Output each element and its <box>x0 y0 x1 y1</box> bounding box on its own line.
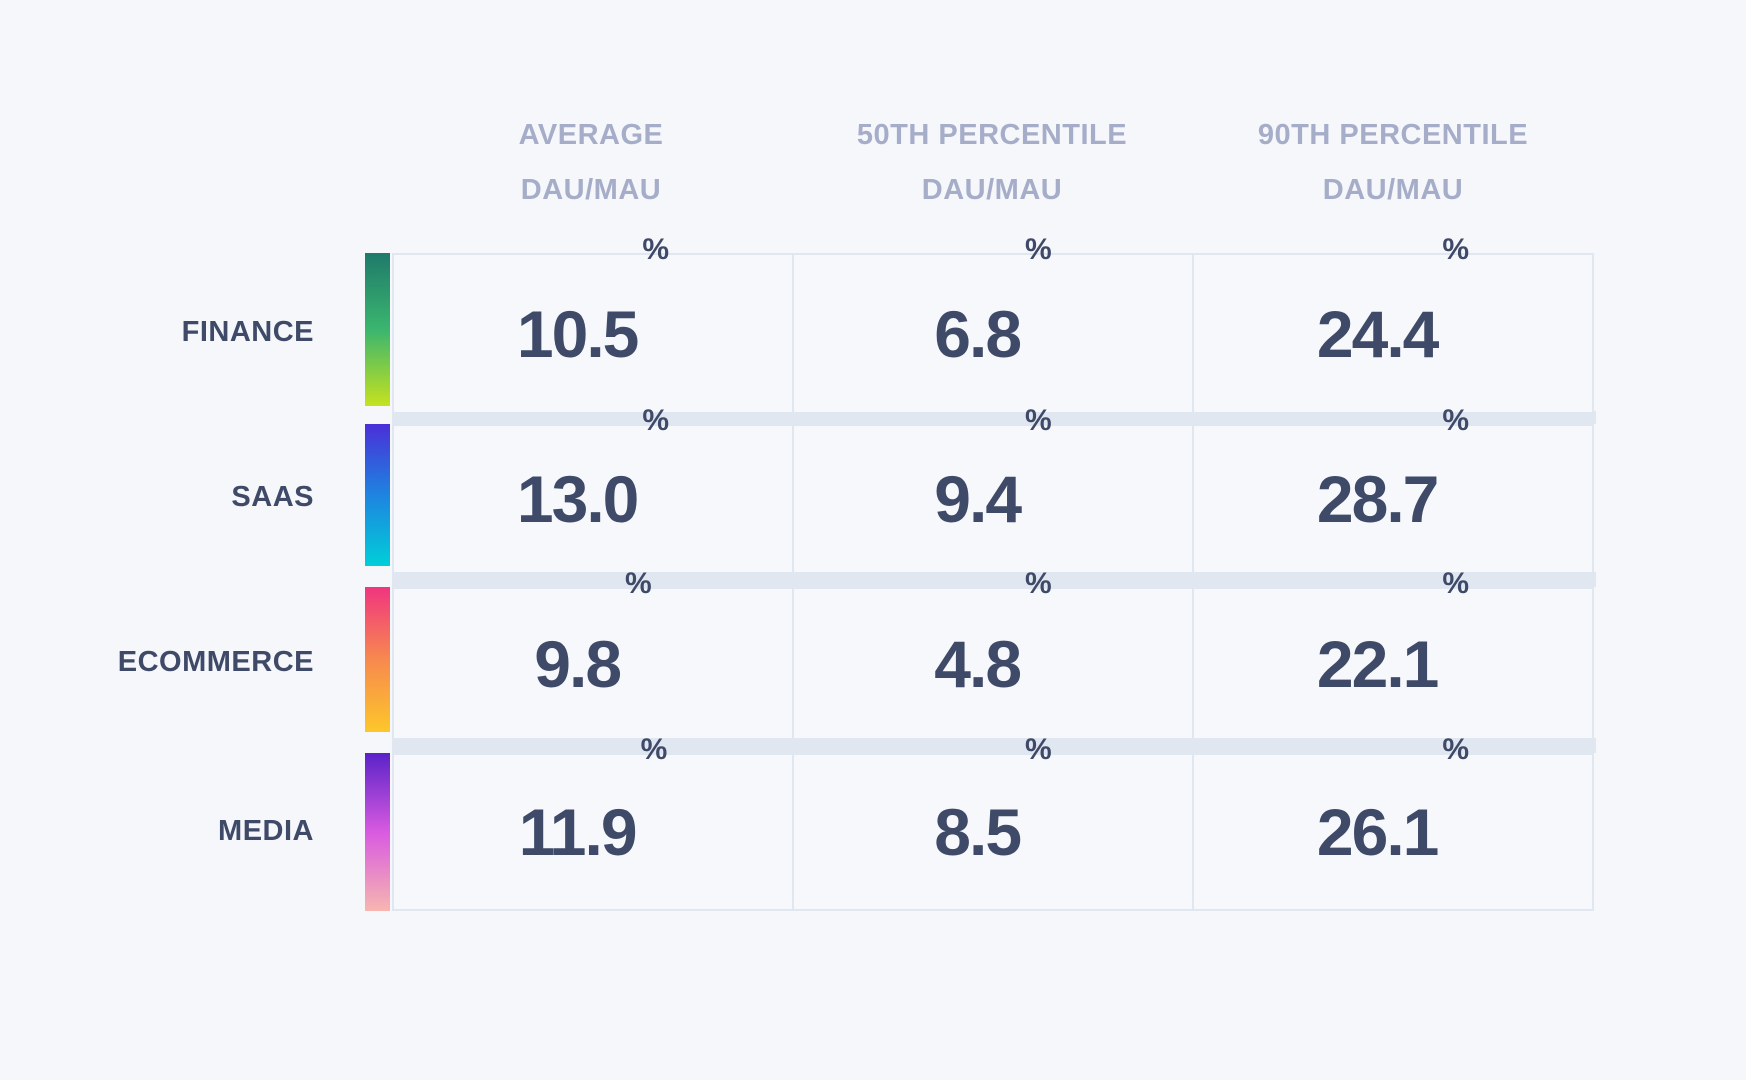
value-cells: 11.9% 8.5% 26.1% <box>392 733 1594 911</box>
row-separator <box>392 411 1596 424</box>
value-cell: 22.1% <box>1194 567 1592 738</box>
value-cell: 8.5% <box>794 733 1194 909</box>
header-line1: AVERAGE <box>518 119 664 151</box>
percent-sign: % <box>1025 233 1052 266</box>
header-line1: 90TH PERCENTILE <box>1257 119 1529 151</box>
color-bar <box>365 587 390 732</box>
value-cell: 10.5% <box>394 233 794 412</box>
value-cell: 24.4% <box>1194 233 1592 412</box>
row-label: MEDIA <box>218 815 314 847</box>
header-line2: DAU/MAU <box>1322 174 1464 206</box>
value: 24.4 <box>1316 296 1439 371</box>
percent-sign: % <box>1025 733 1052 766</box>
color-bar <box>365 753 390 911</box>
row-label: ECOMMERCE <box>117 645 314 678</box>
value-cell: 9.8% <box>394 567 794 738</box>
table-row: SAAS 13.0% 9.4% 28.7% <box>0 404 1746 574</box>
header-line2: DAU/MAU <box>520 174 662 206</box>
value: 9.4 <box>934 462 1022 536</box>
value-cell: 26.1% <box>1194 733 1592 909</box>
percent-sign: % <box>1442 404 1470 437</box>
color-bar <box>365 253 390 406</box>
header-line2: DAU/MAU <box>921 174 1063 206</box>
percent-sign: % <box>640 733 668 766</box>
row-separator <box>392 572 1596 587</box>
value-cell: 9.4% <box>794 404 1194 572</box>
value: 6.8 <box>934 296 1022 371</box>
value-cell: 11.9% <box>394 733 794 909</box>
percent-sign: % <box>642 404 670 437</box>
value: 8.5 <box>934 795 1022 869</box>
value-cells: 13.0% 9.4% 28.7% <box>392 404 1594 574</box>
header-average: AVERAGE DAU/MAU <box>411 108 771 218</box>
table-row: ECOMMERCE 9.8% 4.8% 22.1% <box>0 567 1746 740</box>
header-50th: 50TH PERCENTILE DAU/MAU <box>812 108 1172 218</box>
row-label: FINANCE <box>181 315 314 348</box>
value-cells: 9.8% 4.8% 22.1% <box>392 567 1594 740</box>
header-90th: 90TH PERCENTILE DAU/MAU <box>1213 108 1573 218</box>
percent-sign: % <box>1025 404 1052 437</box>
table-row: FINANCE 10.5% 6.8% 24.4% <box>0 233 1746 414</box>
row-label: SAAS <box>231 481 314 513</box>
value: 26.1 <box>1316 795 1439 869</box>
value-cell: 4.8% <box>794 567 1194 738</box>
color-bar <box>365 424 390 566</box>
value-cell: 13.0% <box>394 404 794 572</box>
percent-sign: % <box>1025 567 1052 600</box>
percent-sign: % <box>1442 567 1470 600</box>
value: 13.0 <box>516 462 639 536</box>
percent-sign: % <box>1442 733 1470 766</box>
value: 28.7 <box>1316 462 1439 536</box>
value-cell: 6.8% <box>794 233 1194 412</box>
table-row: MEDIA 11.9% 8.5% 26.1% <box>0 733 1746 911</box>
percent-sign: % <box>625 567 652 600</box>
value: 22.1 <box>1316 626 1439 701</box>
value: 11.9 <box>518 795 638 869</box>
value-cell: 28.7% <box>1194 404 1592 572</box>
value: 4.8 <box>934 626 1022 701</box>
value-cells: 10.5% 6.8% 24.4% <box>392 233 1594 414</box>
row-separator <box>392 738 1596 753</box>
percent-sign: % <box>1442 233 1470 266</box>
value: 10.5 <box>516 296 639 371</box>
value: 9.8 <box>534 626 622 701</box>
header-line1: 50TH PERCENTILE <box>856 119 1128 151</box>
percent-sign: % <box>642 233 670 266</box>
